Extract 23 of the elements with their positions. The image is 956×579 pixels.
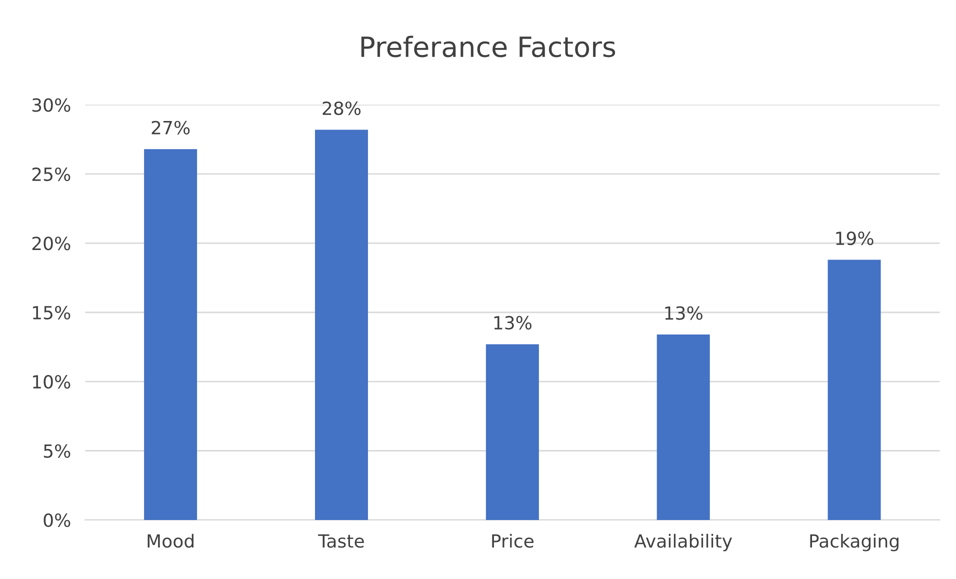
x-tick-label: Availability [634, 534, 732, 552]
bar [828, 260, 881, 520]
bar [314, 130, 368, 520]
bar [486, 344, 539, 520]
data-label: 13% [494, 316, 532, 330]
data-label: 13% [665, 306, 702, 320]
x-tick-label: Price [492, 534, 534, 548]
x-tick-label: Packaging [810, 534, 898, 552]
x-tick-label: Mood [148, 534, 194, 548]
data-label: 27% [152, 120, 190, 134]
chart-title: Preferance Factors [361, 36, 616, 58]
y-tick-label: 15% [33, 306, 70, 320]
y-tick-label: 25% [32, 167, 70, 182]
bar [144, 149, 198, 520]
y-tick-label: 10% [33, 375, 70, 389]
data-label: 28% [322, 101, 361, 116]
data-label: 19% [836, 232, 874, 246]
bar [656, 334, 710, 520]
x-tick-label: Taste [318, 534, 364, 548]
y-tick-label: 0% [44, 513, 70, 528]
y-tick-label: 20% [32, 236, 70, 250]
y-tick-label: 5% [44, 444, 70, 458]
y-tick-label: 30% [32, 98, 70, 112]
